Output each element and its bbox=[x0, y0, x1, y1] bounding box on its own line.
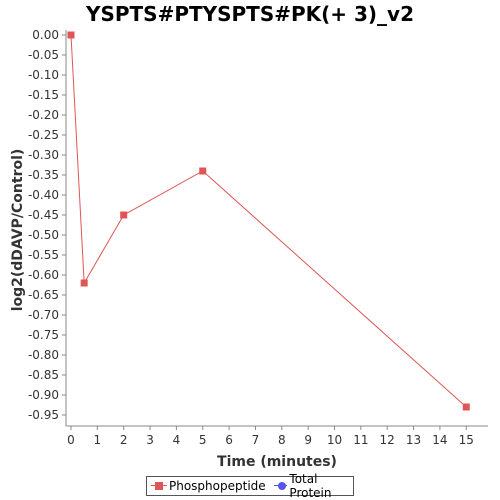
y-tick-label: -0.40 bbox=[28, 188, 59, 202]
x-tick-label: 8 bbox=[278, 433, 286, 447]
data-point bbox=[462, 403, 470, 411]
x-tick-label: 15 bbox=[459, 433, 474, 447]
legend-label-total-protein: Total Protein bbox=[289, 472, 332, 500]
x-tick-label: 11 bbox=[353, 433, 368, 447]
legend: Phosphopeptide Total Protein bbox=[146, 472, 354, 500]
x-tick-label: 6 bbox=[225, 433, 233, 447]
legend-label-phosphopeptide: Phosphopeptide bbox=[169, 479, 266, 493]
y-tick-label: -0.55 bbox=[28, 248, 59, 262]
x-axis-label: Time (minutes) bbox=[217, 454, 337, 470]
legend-swatch-total-protein bbox=[273, 481, 288, 491]
y-tick-label: -0.60 bbox=[28, 268, 59, 282]
y-tick-label: -0.35 bbox=[28, 168, 59, 182]
legend-item-total-protein: Total Protein bbox=[273, 472, 353, 500]
data-point bbox=[120, 211, 128, 219]
legend-item-phosphopeptide: Phosphopeptide bbox=[151, 479, 266, 493]
x-tick-label: 2 bbox=[120, 433, 128, 447]
data-point bbox=[67, 31, 75, 39]
legend-swatch-phosphopeptide bbox=[151, 481, 167, 491]
x-tick-label: 1 bbox=[94, 433, 102, 447]
series-points bbox=[67, 31, 470, 411]
x-tick-label: 10 bbox=[327, 433, 342, 447]
x-tick-label: 12 bbox=[380, 433, 395, 447]
y-tick-label: -0.10 bbox=[28, 68, 59, 82]
data-point bbox=[199, 167, 207, 175]
x-tick-label: 3 bbox=[146, 433, 154, 447]
y-tick-label: -0.75 bbox=[28, 328, 59, 342]
y-tick-label: -0.30 bbox=[28, 148, 59, 162]
y-tick-label: -0.15 bbox=[28, 88, 59, 102]
x-axis-ticks: 0 1 2 3 4 5 6 7 8 9 10 11 12 13 14 15 bbox=[67, 426, 474, 447]
y-tick-label: -0.05 bbox=[28, 48, 59, 62]
y-tick-label: -0.20 bbox=[28, 108, 59, 122]
x-tick-label: 9 bbox=[304, 433, 312, 447]
y-tick-label: -0.95 bbox=[28, 408, 59, 422]
x-tick-label: 5 bbox=[199, 433, 207, 447]
y-tick-label: -0.25 bbox=[28, 128, 59, 142]
y-tick-label: -0.85 bbox=[28, 368, 59, 382]
x-tick-label: 14 bbox=[432, 433, 447, 447]
y-tick-label: 0.00 bbox=[32, 28, 59, 42]
y-axis-label: log2(dDAVP/Control) bbox=[10, 149, 26, 312]
x-tick-label: 4 bbox=[173, 433, 181, 447]
y-tick-label: -0.80 bbox=[28, 348, 59, 362]
x-tick-label: 7 bbox=[252, 433, 260, 447]
chart-title: YSPTS#PTYSPTS#PK(+ 3)_v2 bbox=[85, 2, 415, 26]
y-tick-label: -0.65 bbox=[28, 288, 59, 302]
y-axis-ticks: 0.00 -0.05 -0.10 -0.15 -0.20 -0.25 -0.30 -0.35 -… bbox=[28, 28, 66, 422]
y-tick-label: -0.45 bbox=[28, 208, 59, 222]
data-point bbox=[80, 279, 88, 287]
y-tick-label: -0.50 bbox=[28, 228, 59, 242]
y-tick-label: -0.90 bbox=[28, 388, 59, 402]
plot-area bbox=[66, 30, 488, 426]
x-tick-label: 0 bbox=[67, 433, 75, 447]
x-tick-label: 13 bbox=[406, 433, 421, 447]
y-tick-label: -0.70 bbox=[28, 308, 59, 322]
